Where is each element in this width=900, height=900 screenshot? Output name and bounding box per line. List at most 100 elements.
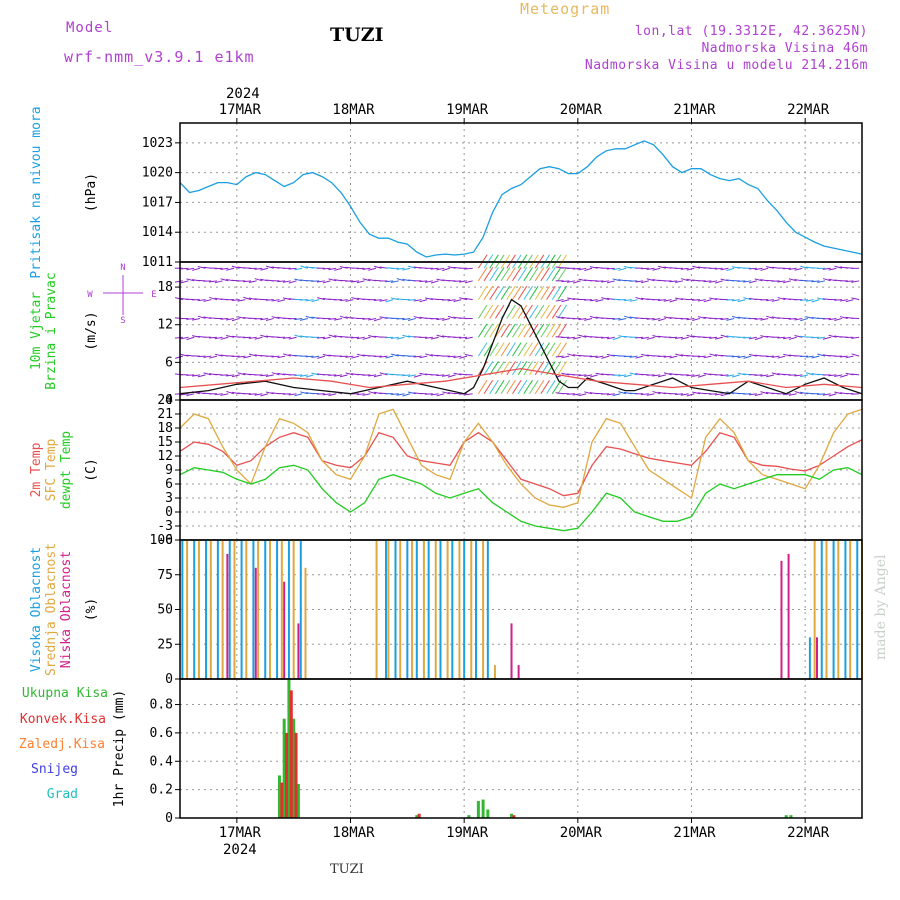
bar-clouds-1-14: [411, 540, 414, 679]
bottom-date-1: 18MAR: [332, 825, 375, 841]
bar-clouds-1-8: [280, 540, 283, 679]
bar-clouds-1-22: [813, 540, 816, 679]
bottom-year: 2024: [223, 842, 257, 858]
bar-clouds-1-12: [387, 540, 390, 679]
bar-precip-0-3: [292, 718, 296, 818]
compass-w: W: [87, 290, 93, 300]
bar-clouds-1-16: [434, 540, 437, 679]
bar-precip-0-7: [476, 800, 480, 818]
ylabel-temperature-0: 2m Temp: [29, 442, 44, 497]
bar-clouds-0-14: [415, 540, 418, 679]
ylabel-clouds-1: Srednja Oblacnost: [44, 543, 59, 676]
bar-precip-1-1: [285, 732, 289, 818]
legend-precip-4: Grad: [47, 787, 78, 802]
bar-clouds-2-7: [787, 553, 790, 679]
bar-clouds-1-7: [268, 540, 271, 679]
bar-clouds-1-3: [221, 540, 224, 679]
ytick-label-precip-1: 0.2: [150, 783, 173, 798]
bar-clouds-2-6: [780, 560, 783, 679]
bar-clouds-2-0: [226, 553, 229, 679]
bar-clouds-2-3: [297, 623, 300, 679]
bar-precip-0-4: [296, 783, 300, 818]
ytick-label-precip-3: 0.6: [150, 726, 173, 741]
panel-clouds: 0 25 50 75 100 Visoka Oblacnost Srednja Oblacn…: [29, 533, 863, 687]
ytick-label-temperature-10: 24: [157, 393, 173, 408]
bar-clouds-0-6: [252, 540, 255, 679]
bar-clouds-1-19: [470, 540, 473, 679]
bar-clouds-1-11: [375, 540, 378, 679]
bar-clouds-1-0: [186, 540, 189, 679]
bar-clouds-0-8: [276, 540, 279, 679]
bar-clouds-1-6: [257, 540, 260, 679]
ylabel-pressure-0: Pritisak na nivou mora: [29, 106, 44, 278]
ylabel-temperature-1: SFC Temp: [44, 439, 59, 502]
bar-clouds-0-18: [463, 540, 466, 679]
bar-clouds-1-23: [825, 540, 828, 679]
bar-precip-0-1: [282, 718, 286, 818]
lonlat-info: lon,lat (19.3312E, 42.3625N): [634, 24, 868, 39]
ytick-label-temperature-1: -3: [157, 519, 173, 534]
frame-pressure: [179, 122, 863, 263]
ytick-label-clouds-4: 100: [150, 533, 173, 548]
top-date-1: 18MAR: [332, 102, 375, 118]
ytick-label-precip-0: 0: [165, 811, 173, 826]
bar-clouds-1-1: [197, 540, 200, 679]
bar-clouds-2-8: [816, 637, 819, 679]
top-date-2: 19MAR: [446, 102, 489, 118]
bar-clouds-0-20: [486, 540, 489, 679]
ytick-label-wind-0: 0: [165, 393, 173, 408]
unit-clouds: (%): [84, 598, 99, 621]
top-date-0: 17MAR: [219, 102, 262, 118]
ytick-label-temperature-4: 6: [165, 477, 173, 492]
ytick-label-wind-2: 12: [157, 318, 173, 333]
bar-precip-0-12: [789, 815, 793, 818]
bar-clouds-1-15: [422, 540, 425, 679]
unit-temperature: (C): [84, 458, 99, 481]
bar-precip-1-4: [417, 813, 421, 818]
station-elevation: Nadmorska Visina 46m: [701, 41, 868, 56]
panel-precip: 0 0.2 0.4 0.6 0.8 Ukupna Kisa Konvek.Kisa Zaled…: [19, 678, 863, 826]
ylabel-clouds-0: Visoka Oblacnost: [29, 547, 44, 672]
legend-precip-1: Konvek.Kisa: [20, 712, 106, 727]
bar-clouds-0-12: [394, 540, 397, 679]
wind-compass: N S W E: [87, 263, 156, 326]
model-name: wrf-nmm_v3.9.1 e1km: [64, 48, 255, 66]
bar-clouds-0-1: [193, 540, 196, 679]
bar-clouds-0-3: [216, 540, 219, 679]
bar-clouds-0-15: [427, 540, 430, 679]
unit-wind: (m/s): [84, 311, 99, 350]
bar-clouds-1-9: [292, 540, 295, 679]
bar-clouds-1-24: [837, 540, 840, 679]
footer-station: TUZI: [330, 862, 364, 877]
legend-precip-3: Snijeg: [31, 762, 78, 777]
ytick-label-temperature-6: 12: [157, 449, 173, 464]
ytick-label-temperature-7: 15: [157, 435, 173, 450]
bar-clouds-0-4: [228, 540, 231, 679]
wind-arrow-field: [174, 254, 860, 397]
ytick-label-pressure-2: 1017: [142, 195, 173, 210]
bottom-date-5: 22MAR: [787, 825, 830, 841]
bottom-date-3: 20MAR: [560, 825, 603, 841]
bar-clouds-2-2: [283, 581, 286, 679]
bar-clouds-0-21: [808, 637, 811, 679]
compass-s: S: [120, 316, 125, 326]
bar-precip-0-11: [784, 815, 788, 818]
ytick-label-temperature-5: 9: [165, 463, 173, 478]
bar-clouds-0-10: [299, 540, 302, 679]
model-label: Model: [66, 20, 114, 36]
ytick-label-temperature-9: 21: [157, 407, 173, 422]
meteogram-title: Meteogram: [520, 0, 611, 18]
ytick-label-pressure-4: 1023: [142, 136, 173, 151]
watermark: made by Angel: [873, 554, 889, 661]
bar-clouds-1-17: [446, 540, 449, 679]
line-temperature-2: [179, 464, 863, 532]
line-wind-1: [179, 367, 863, 389]
ytick-label-pressure-0: 1011: [142, 255, 173, 270]
bar-clouds-1-21: [493, 665, 496, 679]
ytick-label-clouds-1: 25: [157, 637, 173, 652]
top-date-4: 21MAR: [673, 102, 716, 118]
ytick-label-clouds-3: 75: [157, 568, 173, 583]
